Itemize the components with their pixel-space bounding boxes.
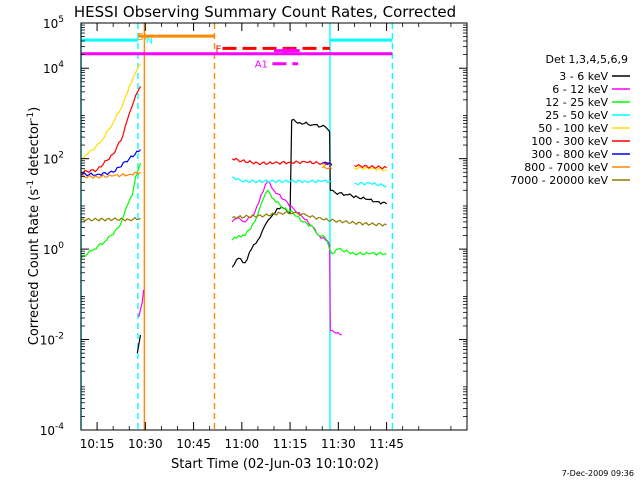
flag-label-a0: A0 <box>282 47 295 58</box>
series-line-25-50kev-0 <box>231 176 332 184</box>
series-line-25-50kev-1 <box>354 181 387 188</box>
x-tick-label: 10:45 <box>176 437 211 451</box>
legend-label: 7000 - 20000 keV <box>510 174 608 187</box>
series-line-100-300kev-0 <box>80 86 142 174</box>
flag-label-f: F <box>215 44 221 55</box>
y-tick-label: 10-4 <box>40 422 65 438</box>
y-axis-ticks: 10-4 10-2 100 102 104 105 <box>40 15 467 438</box>
series-line-12-25kev-1 <box>231 189 387 256</box>
legend-label: 50 - 100 keV <box>538 122 608 135</box>
series-line-7000-20000kev-1 <box>231 210 387 227</box>
y-axis-label-mid: detector <box>27 120 42 180</box>
series-line-50-100kev-5 <box>354 166 387 172</box>
chart-title: HESSI Observing Summary Count Rates, Cor… <box>74 3 456 21</box>
x-tick-label: 11:00 <box>225 437 260 451</box>
y-tick-label: 102 <box>43 151 64 167</box>
x-tick-label: 10:30 <box>128 437 163 451</box>
legend-label: 100 - 300 keV <box>531 135 608 148</box>
legend-label: 800 - 7000 keV <box>524 161 608 174</box>
y-tick-label: 105 <box>43 15 64 31</box>
y-axis-label-sup2: -1 <box>26 112 36 121</box>
series-line-12-25kev-0 <box>80 162 142 259</box>
legend-label: 12 - 25 keV <box>545 96 608 109</box>
x-tick-label: 11:15 <box>273 437 308 451</box>
series-line-7000-20000kev-0 <box>80 216 141 222</box>
x-tick-label: 11:45 <box>369 437 404 451</box>
plot-frame <box>80 22 468 431</box>
y-tick-label: 10-2 <box>40 332 64 348</box>
series-line-800-7000kev-4 <box>321 165 333 170</box>
legend-label: 3 - 6 keV <box>559 70 608 83</box>
y-tick-label: 104 <box>43 60 64 76</box>
x-axis-label: Start Time (02-Jun-03 10:10:02) <box>171 457 379 472</box>
legend-label: 300 - 800 keV <box>531 148 608 161</box>
series-line-6-12kev-0 <box>138 289 145 318</box>
series-line-100-300kev-2 <box>354 163 387 170</box>
flag-label-a1: A1 <box>255 60 268 71</box>
series-line-100-300kev-1 <box>231 157 333 166</box>
series-line-300-800kev-0 <box>80 149 141 177</box>
legend-label: 6 - 12 keV <box>552 83 608 96</box>
flag-label-n: N <box>146 35 153 46</box>
series-line-50-100kev-0 <box>80 63 141 160</box>
series-line-300-800kev-4 <box>322 161 333 166</box>
y-axis-label-end: ) <box>27 107 42 112</box>
x-tick-label: 11:30 <box>321 437 356 451</box>
y-axis-label-sup1: -1 <box>26 180 36 189</box>
series-line-6-12kev-1 <box>231 180 342 336</box>
flag-label-si: SI <box>137 32 146 43</box>
series-line-3-6kev-1 <box>231 118 387 268</box>
y-axis-label-main: Corrected Count Rate (s <box>27 189 42 346</box>
y-axis-label: Corrected Count Rate (s-1 detector-1) <box>26 107 42 345</box>
series-line-3-6kev-0 <box>136 334 142 354</box>
x-axis-ticks: 10:15 10:30 10:45 11:00 11:15 11:30 11:45 <box>80 23 468 451</box>
series-line-800-7000kev-0 <box>80 171 141 179</box>
x-tick-label: 10:15 <box>80 437 115 451</box>
footer-timestamp: 7-Dec-2009 09:36 <box>562 469 634 478</box>
legend-label: 25 - 50 keV <box>545 109 608 122</box>
legend-title: Det 1,3,4,5,6,9 <box>545 53 628 66</box>
plot-area: SI N F A0 A1 <box>80 23 394 430</box>
y-tick-label: 100 <box>43 241 64 257</box>
